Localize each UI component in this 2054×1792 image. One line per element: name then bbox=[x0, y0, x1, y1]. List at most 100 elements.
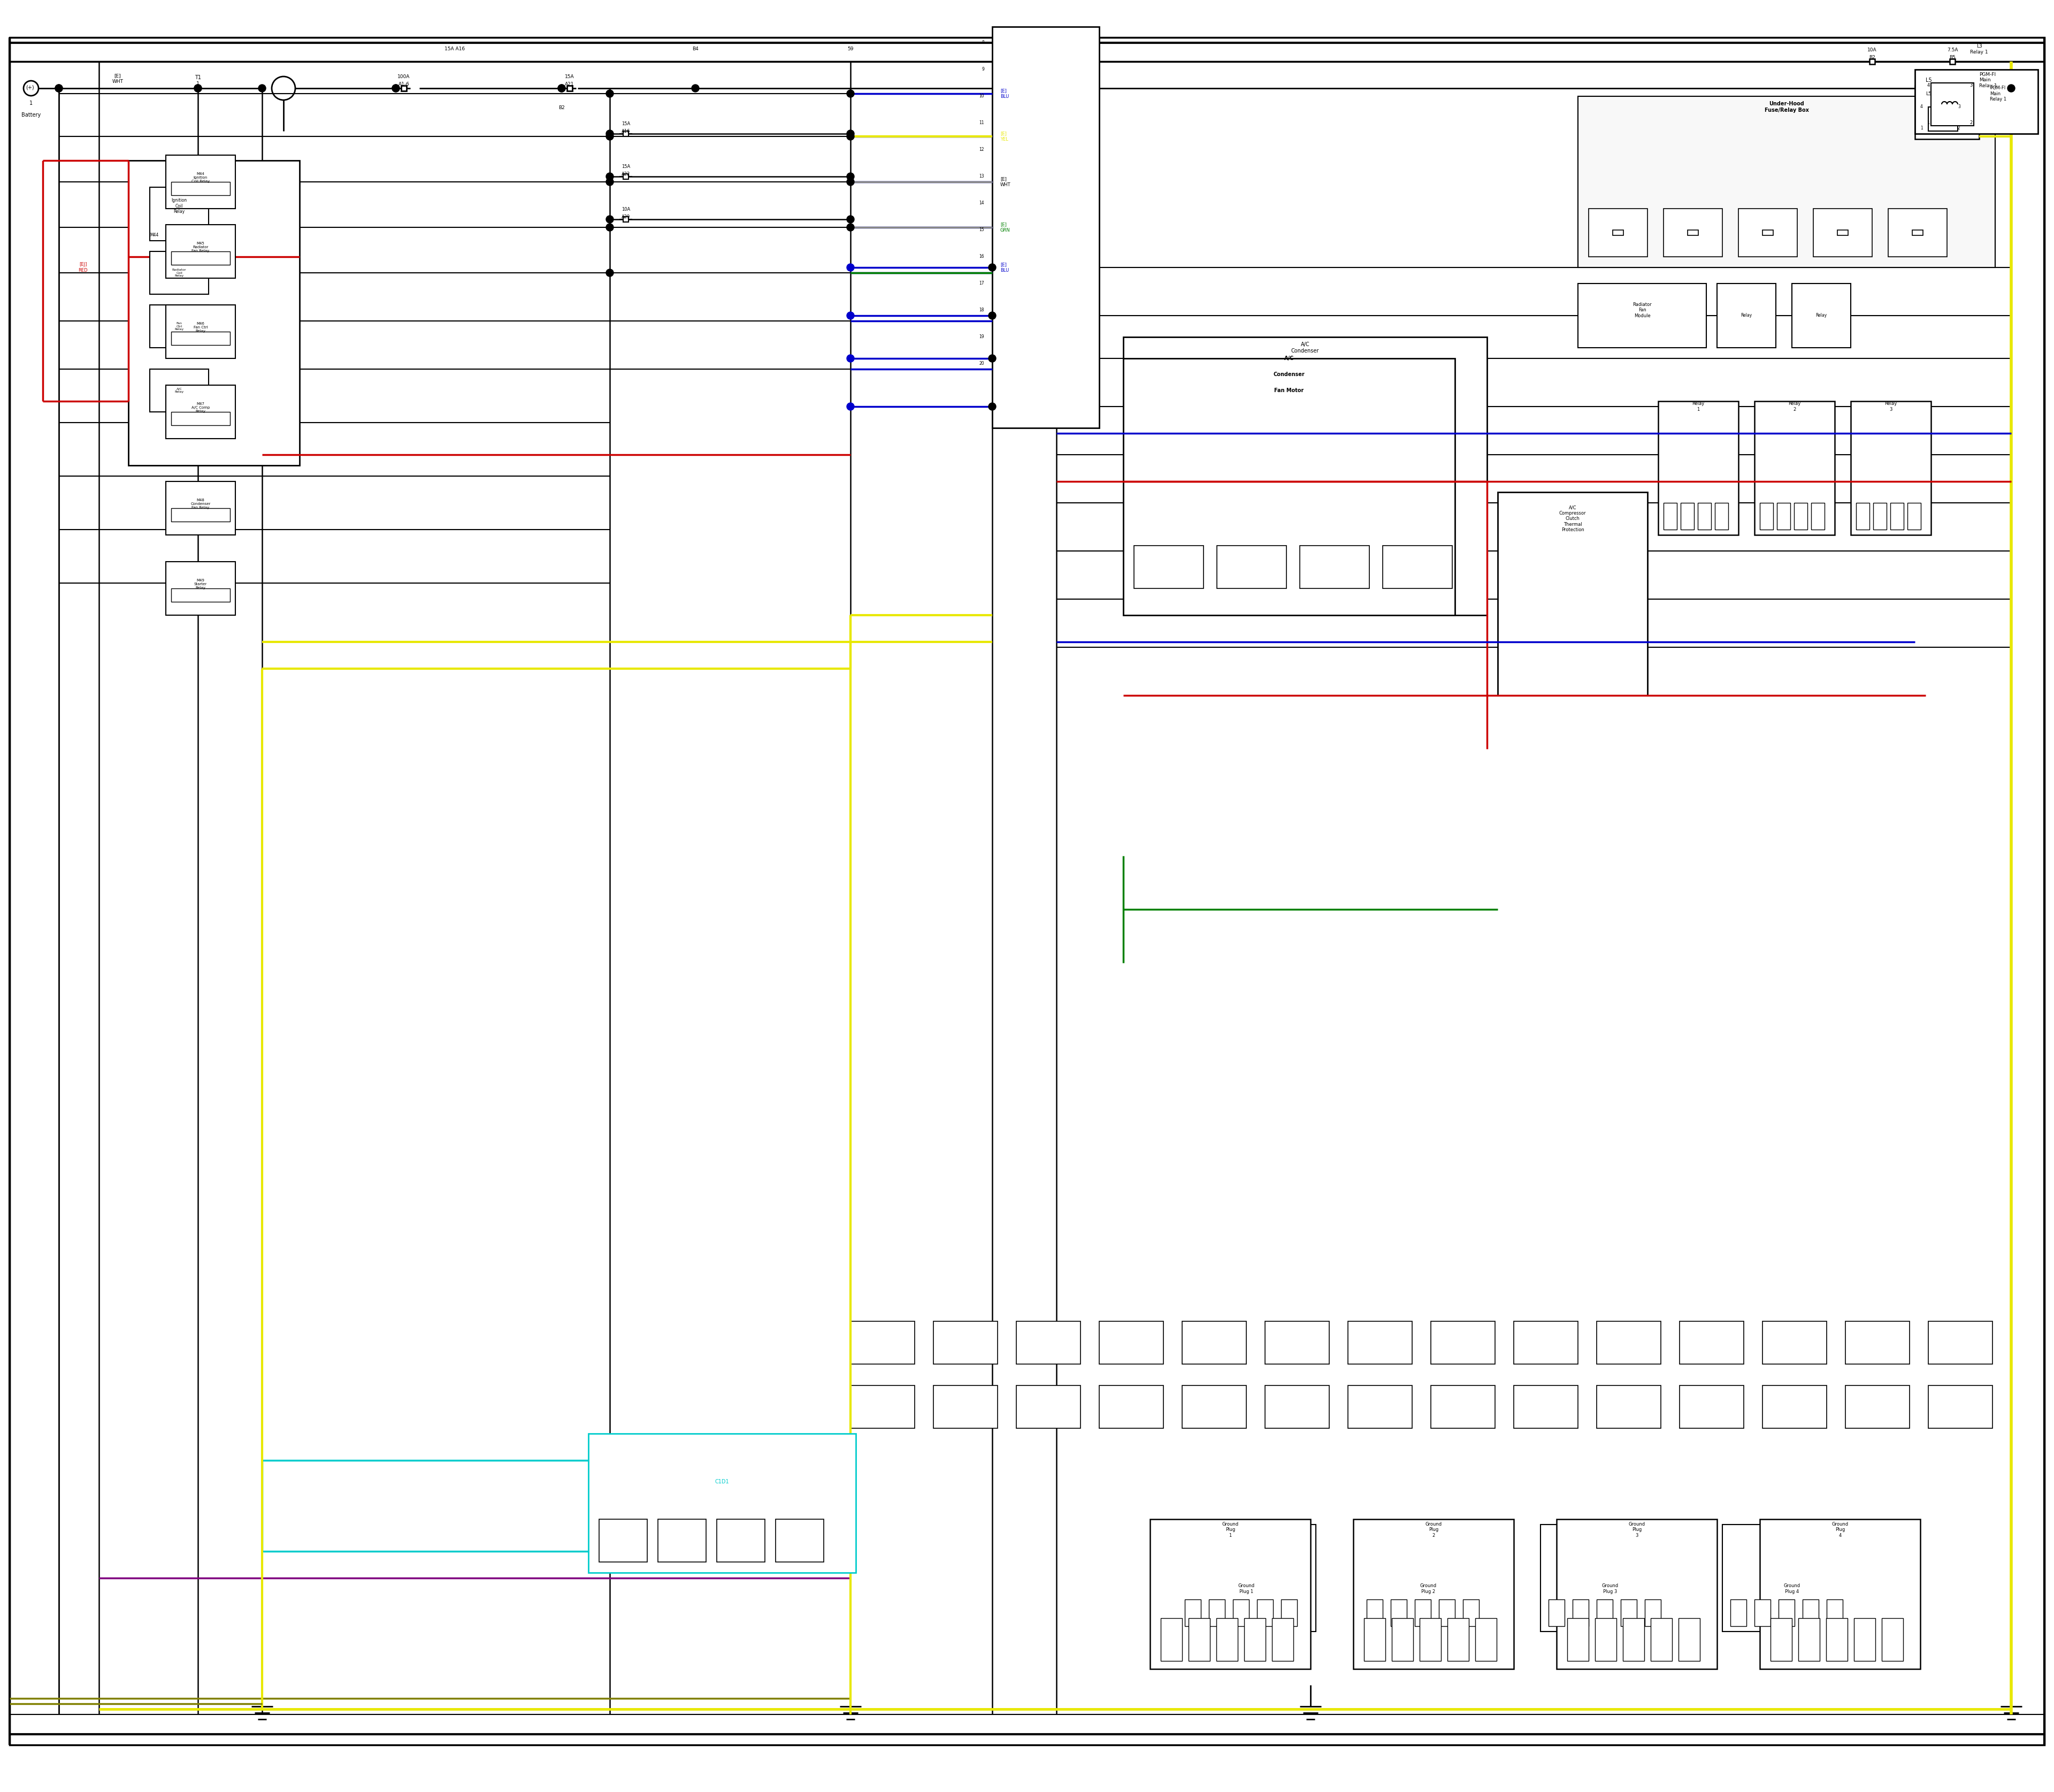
Bar bbox=[1793, 504, 1808, 530]
Text: 15A: 15A bbox=[565, 73, 575, 79]
Bar bbox=[166, 482, 236, 536]
Bar bbox=[1680, 1385, 1744, 1428]
Bar bbox=[567, 86, 573, 91]
Bar bbox=[1567, 1618, 1588, 1661]
Bar bbox=[1812, 504, 1824, 530]
Bar bbox=[1185, 1600, 1202, 1625]
Bar bbox=[1826, 1600, 1842, 1625]
Bar bbox=[850, 1321, 914, 1364]
Bar bbox=[1760, 1520, 1920, 1668]
Bar bbox=[1257, 1600, 1273, 1625]
Bar bbox=[1855, 1618, 1875, 1661]
Bar bbox=[1762, 229, 1773, 235]
Bar bbox=[1651, 1618, 1672, 1661]
Bar bbox=[1573, 1600, 1588, 1625]
Text: Ground
Plug
3: Ground Plug 3 bbox=[1629, 1521, 1645, 1538]
Circle shape bbox=[988, 403, 996, 410]
Text: Relay: Relay bbox=[1816, 314, 1826, 317]
Circle shape bbox=[846, 312, 854, 319]
Text: Battery: Battery bbox=[21, 113, 41, 118]
Text: 4: 4 bbox=[1927, 82, 1929, 88]
Bar bbox=[1888, 208, 1947, 256]
Text: Relay: Relay bbox=[1742, 314, 1752, 317]
Bar bbox=[776, 1520, 824, 1563]
Bar bbox=[1857, 504, 1869, 530]
Bar bbox=[1150, 1520, 1310, 1668]
Bar bbox=[1419, 1618, 1442, 1661]
Bar bbox=[1189, 1618, 1210, 1661]
Bar bbox=[1738, 208, 1797, 256]
Text: Relay
3: Relay 3 bbox=[1886, 401, 1898, 412]
Bar bbox=[1364, 1618, 1384, 1661]
Bar bbox=[1017, 1385, 1080, 1428]
Bar bbox=[166, 224, 236, 278]
Text: A/C
Condenser: A/C Condenser bbox=[1292, 342, 1319, 353]
Text: 15: 15 bbox=[980, 228, 984, 233]
Bar bbox=[1623, 1618, 1645, 1661]
Text: 10: 10 bbox=[980, 93, 984, 99]
Bar bbox=[1391, 1600, 1407, 1625]
Bar bbox=[600, 1520, 647, 1563]
Text: M48
Condenser
Fan Relay: M48 Condenser Fan Relay bbox=[191, 498, 212, 509]
Bar bbox=[166, 561, 236, 615]
Bar bbox=[1680, 504, 1695, 530]
Bar bbox=[1549, 1600, 1565, 1625]
Bar bbox=[1183, 1321, 1247, 1364]
Bar bbox=[170, 251, 230, 265]
Bar bbox=[1232, 1600, 1249, 1625]
Text: Radiator
Coil
Relay: Radiator Coil Relay bbox=[173, 269, 187, 278]
Bar bbox=[127, 161, 300, 466]
Bar bbox=[1779, 1600, 1795, 1625]
Bar bbox=[1588, 208, 1647, 256]
Text: [E]
GRN: [E] GRN bbox=[1000, 222, 1011, 233]
Text: [E]
WHT: [E] WHT bbox=[113, 73, 123, 84]
Circle shape bbox=[195, 84, 201, 91]
Bar bbox=[1844, 1321, 1910, 1364]
Text: 59: 59 bbox=[848, 134, 854, 138]
Text: 14: 14 bbox=[980, 201, 984, 206]
Text: 11: 11 bbox=[980, 120, 984, 125]
Text: Ground
Plug
4: Ground Plug 4 bbox=[1832, 1521, 1849, 1538]
Bar bbox=[1688, 229, 1699, 235]
Text: A/C
Relay: A/C Relay bbox=[175, 387, 183, 394]
Circle shape bbox=[606, 215, 614, 222]
Bar bbox=[1415, 1600, 1432, 1625]
Circle shape bbox=[606, 172, 614, 181]
Circle shape bbox=[846, 172, 854, 181]
Text: 7.5A: 7.5A bbox=[1947, 47, 1957, 52]
Circle shape bbox=[392, 84, 401, 91]
Bar bbox=[1621, 1600, 1637, 1625]
Bar bbox=[1245, 1618, 1265, 1661]
Bar bbox=[1475, 1618, 1497, 1661]
Text: A/C
Compressor
Clutch
Thermal
Protection: A/C Compressor Clutch Thermal Protection bbox=[1559, 505, 1586, 532]
Text: 15A: 15A bbox=[622, 122, 631, 127]
Circle shape bbox=[559, 84, 565, 91]
Bar bbox=[1134, 545, 1204, 588]
Bar bbox=[1723, 1525, 1861, 1631]
Circle shape bbox=[2007, 84, 2015, 91]
Text: 1: 1 bbox=[29, 100, 33, 106]
Bar bbox=[1762, 1385, 1826, 1428]
Text: M44: M44 bbox=[150, 233, 158, 238]
Circle shape bbox=[606, 269, 614, 276]
Text: PGM-FI
Main
Relay 1: PGM-FI Main Relay 1 bbox=[1980, 72, 1996, 88]
Bar bbox=[1914, 70, 2038, 134]
Circle shape bbox=[846, 90, 854, 97]
Circle shape bbox=[259, 84, 265, 91]
Bar bbox=[166, 305, 236, 358]
Text: Ignition
Coil
Relay: Ignition Coil Relay bbox=[170, 197, 187, 213]
Circle shape bbox=[988, 355, 996, 362]
Bar bbox=[1838, 229, 1849, 235]
Circle shape bbox=[846, 215, 854, 222]
Circle shape bbox=[392, 84, 401, 91]
Text: A22: A22 bbox=[622, 172, 631, 176]
Bar bbox=[1931, 82, 1974, 125]
Bar bbox=[1929, 1321, 1992, 1364]
Circle shape bbox=[846, 263, 854, 271]
Bar bbox=[1929, 1385, 1992, 1428]
Bar bbox=[1912, 229, 1923, 235]
Bar bbox=[1577, 283, 1707, 348]
Text: Relay
1: Relay 1 bbox=[1692, 401, 1705, 412]
Bar bbox=[1826, 1618, 1847, 1661]
Bar bbox=[1754, 1600, 1771, 1625]
